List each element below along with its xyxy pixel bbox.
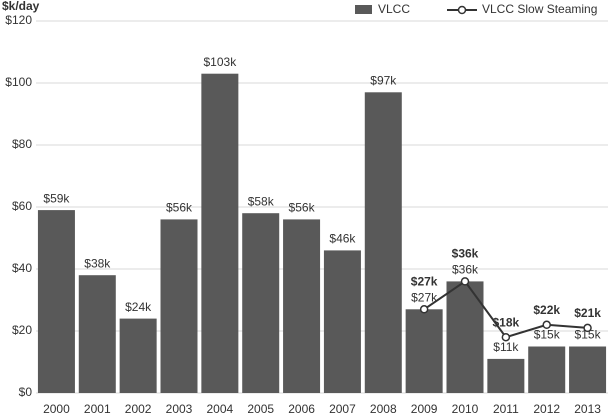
bar-value-label: $56k [166, 201, 193, 215]
bar-value-label: $24k [125, 300, 152, 314]
bar [323, 250, 361, 393]
bar-value-label: $103k [204, 55, 238, 69]
line-value-label: $36k [452, 247, 479, 261]
x-tick-label: 2005 [247, 402, 274, 416]
y-tick-label: $0 [19, 385, 33, 399]
bar-value-label: $11k [493, 340, 519, 354]
x-tick-label: 2004 [207, 402, 234, 416]
bar [487, 358, 525, 393]
bar-value-label: $58k [248, 194, 275, 208]
bar [160, 219, 198, 393]
y-axis-label: $k/day [2, 0, 40, 13]
line-point [542, 320, 551, 330]
y-tick-label: $60 [12, 199, 32, 213]
bar [528, 346, 566, 393]
bar-value-label: $38k [84, 256, 111, 270]
line-point [501, 332, 511, 342]
y-tick-label: $40 [12, 261, 32, 275]
bar [37, 210, 75, 393]
bar [119, 318, 157, 393]
line-point [419, 305, 429, 314]
bar [446, 281, 484, 393]
bar-value-label: $15k [575, 328, 602, 342]
line-point [583, 323, 592, 333]
x-tick-label: 2010 [452, 402, 479, 416]
bar [405, 309, 443, 393]
bar [78, 275, 116, 393]
x-tick-label: 2000 [43, 402, 70, 416]
bar-value-label: $15k [534, 328, 561, 342]
bar [364, 92, 402, 394]
legend-label: VLCC [378, 2, 410, 16]
y-tick-label: $100 [5, 75, 32, 89]
x-tick-label: 2013 [574, 402, 601, 416]
bar-value-label: $59k [43, 191, 70, 205]
bar [569, 346, 607, 393]
bar [201, 73, 239, 393]
legend-label: VLCC Slow Steaming [482, 2, 597, 16]
legend-marker [457, 5, 467, 15]
line-point [460, 277, 470, 286]
bar [283, 219, 321, 393]
line-value-label: $27k [411, 274, 438, 288]
y-tick-label: $120 [5, 13, 32, 27]
bar-value-label: $46k [329, 232, 356, 246]
legend-swatch [355, 5, 372, 14]
x-tick-label: 2003 [166, 402, 193, 416]
line-value-label: $18k [493, 315, 520, 329]
x-tick-label: 2001 [84, 402, 111, 416]
x-tick-label: 2006 [288, 402, 315, 416]
bar [242, 213, 280, 393]
bar-value-label: $27k [411, 290, 438, 304]
line-value-label: $21k [574, 306, 601, 320]
x-tick-label: 2009 [411, 402, 438, 416]
bar-value-label: $56k [289, 201, 316, 215]
x-tick-label: 2007 [329, 402, 356, 416]
x-tick-label: 2002 [125, 402, 152, 416]
line-value-label: $22k [533, 303, 560, 317]
y-tick-label: $80 [12, 137, 32, 151]
bar-value-label: $97k [370, 73, 397, 87]
x-tick-label: 2012 [533, 402, 560, 416]
y-tick-label: $20 [12, 323, 32, 337]
x-tick-label: 2011 [493, 402, 519, 416]
x-tick-label: 2008 [370, 402, 397, 416]
bar-value-label: $36k [452, 263, 479, 277]
